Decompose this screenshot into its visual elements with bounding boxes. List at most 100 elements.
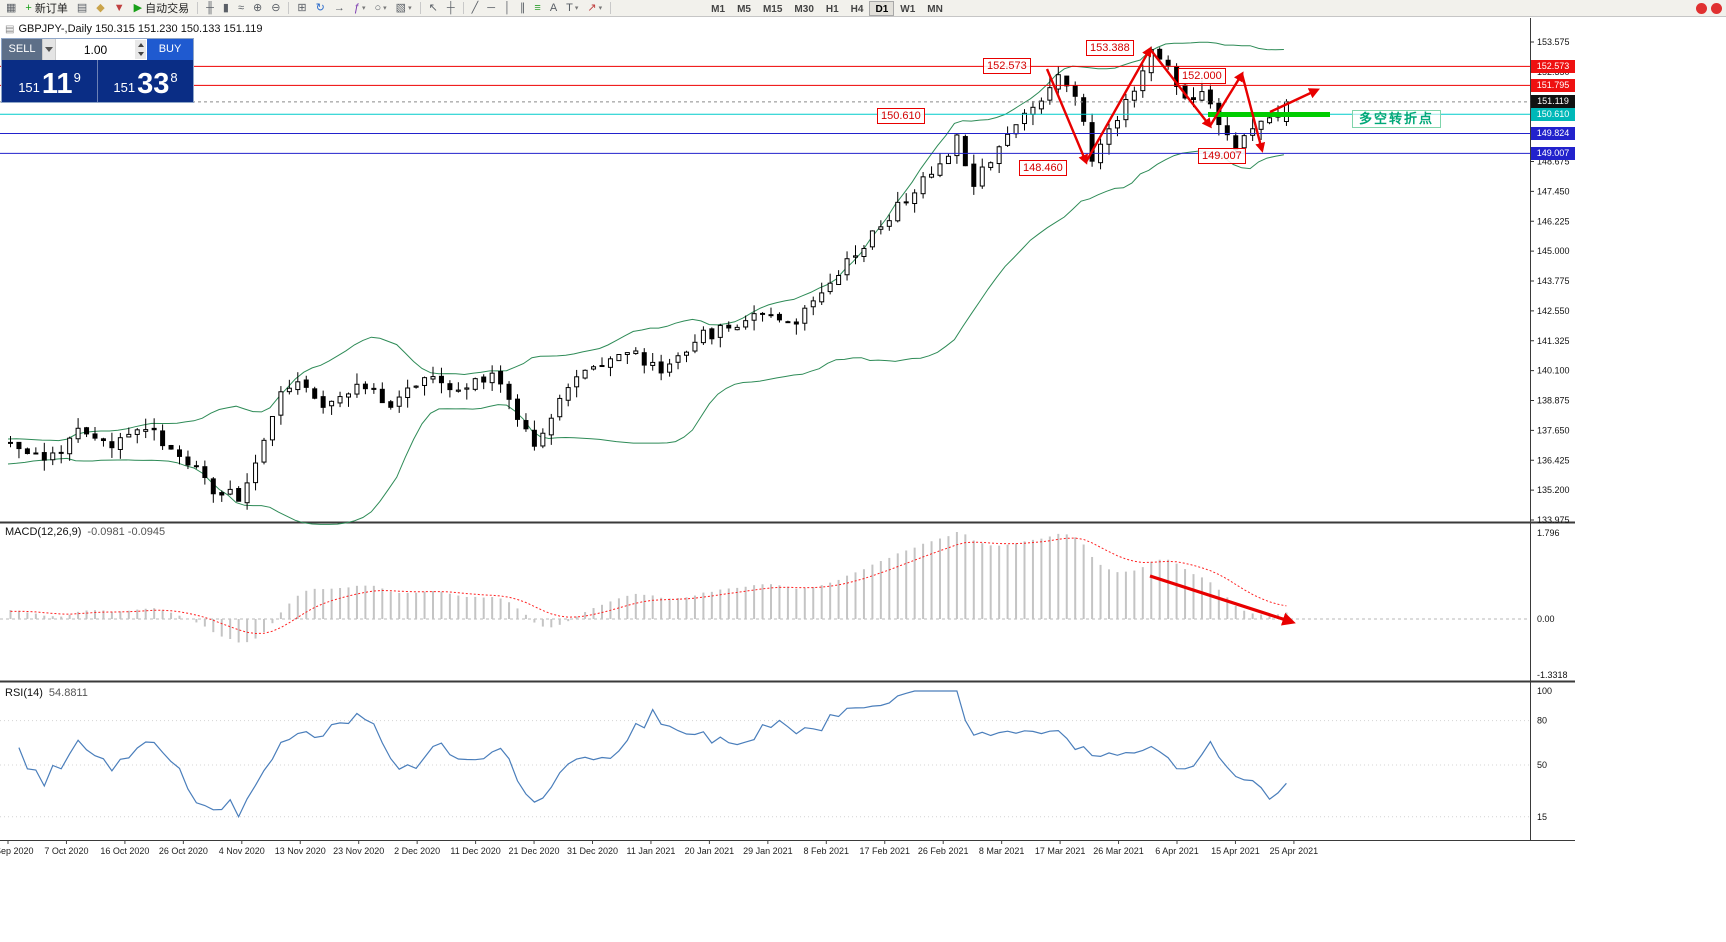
templates-button[interactable]: ▧ ▾: [392, 1, 416, 16]
auto-trading-button[interactable]: ▶ 自动交易: [130, 1, 193, 16]
buy-price[interactable]: 151 33 8: [98, 60, 193, 102]
spin-up-icon: [137, 42, 144, 47]
sell-price-prefix: 151: [18, 80, 40, 95]
axis-price-label: 151.795: [1531, 78, 1575, 92]
svg-text:140.100: 140.100: [1537, 366, 1570, 376]
price-annotation-box[interactable]: 148.460: [1019, 160, 1067, 176]
svg-text:11 Dec 2020: 11 Dec 2020: [450, 846, 500, 856]
timeframe-d1[interactable]: D1: [869, 0, 895, 16]
timeframe-h4[interactable]: H4: [850, 3, 864, 15]
svg-text:1.796: 1.796: [1537, 528, 1560, 538]
timeframe-w1[interactable]: W1: [900, 3, 916, 15]
chart-shift-button[interactable]: →: [330, 1, 349, 16]
connection-status-icon[interactable]: [1711, 2, 1722, 14]
panel-collapse-button[interactable]: [42, 39, 56, 60]
axis-price-label: 150.610: [1531, 107, 1575, 121]
periods-button[interactable]: ○ ▾: [371, 1, 391, 16]
history-center-icon: ◆: [96, 1, 105, 14]
zoom-in-icon: ⊕: [252, 1, 263, 14]
fibonacci-tool-button[interactable]: ≡: [530, 1, 544, 16]
toolbar-separator: [462, 2, 464, 14]
text-tool-button[interactable]: A: [546, 1, 561, 16]
timeframe-m15[interactable]: M15: [762, 3, 783, 15]
macd-name: MACD(12,26,9): [5, 526, 82, 538]
svg-text:26 Mar 2021: 26 Mar 2021: [1093, 846, 1144, 856]
line-chart-type-button[interactable]: ≈: [234, 1, 248, 16]
zoom-out-button[interactable]: ⊖: [267, 1, 284, 16]
crosshair-tool-button[interactable]: ┼: [443, 1, 459, 16]
price-annotation-box[interactable]: 152.573: [983, 58, 1031, 74]
data-window-button[interactable]: ▼: [110, 1, 129, 16]
trade-panel-controls: SELL BUY: [2, 39, 193, 60]
toolbar: ▦ + 新订单 ▤ ◆ ▼ ▶ 自动交易 ╫ ▮ ≈ ⊕ ⊖ ⊞ ↻ → ƒ ▾ ○ ▾ ▧ ▾ ↖ ┼ ╱ ─ │ ∥ ≡ A T ▾ ↗ ▾ M…: [0, 0, 1726, 17]
bar-chart-type-button[interactable]: ╫: [202, 1, 218, 16]
arrow-tool-icon: ↗: [587, 1, 597, 14]
volume-stepper[interactable]: [135, 40, 146, 59]
svg-text:8 Mar 2021: 8 Mar 2021: [979, 846, 1025, 856]
text-label-tool-icon: T: [566, 1, 573, 14]
price-annotation-box[interactable]: 152.000: [1178, 68, 1226, 84]
indicators-icon: ƒ: [353, 1, 360, 14]
svg-text:8 Feb 2021: 8 Feb 2021: [804, 846, 850, 856]
zoom-out-icon: ⊖: [271, 1, 281, 14]
svg-text:-1.3318: -1.3318: [1537, 670, 1568, 680]
chart-canvas[interactable]: 133.975 135.200 136.425 137.650 138.875 140.1…: [0, 18, 1575, 862]
timeframe-h1[interactable]: H1: [825, 3, 839, 15]
timeframe-m30[interactable]: M30: [794, 3, 814, 15]
macd-signal-line: [10, 537, 1287, 635]
timeframe-m1[interactable]: M1: [711, 3, 726, 15]
svg-text:31 Dec 2020: 31 Dec 2020: [567, 846, 618, 856]
pivot-point-label[interactable]: 多空转折点: [1352, 110, 1442, 128]
price-annotation-box[interactable]: 150.610: [877, 108, 925, 124]
svg-text:138.875: 138.875: [1537, 396, 1570, 406]
volume-field: [56, 39, 147, 60]
axis-price-label: 151.119: [1531, 95, 1575, 109]
toolbar-separator: [419, 2, 421, 14]
macd-histogram: [9, 532, 1288, 643]
cursor-tool-button[interactable]: ↖: [425, 1, 442, 16]
breakout-arrow: [1269, 88, 1320, 114]
chart-shift-icon: →: [333, 1, 345, 14]
axis-price-label: 149.824: [1531, 127, 1575, 140]
text-label-tool-button[interactable]: T ▾: [562, 1, 582, 16]
price-annotation-box[interactable]: 153.388: [1086, 40, 1134, 56]
svg-text:29 Jan 2021: 29 Jan 2021: [743, 846, 793, 856]
auto-trading-button-label: 自动交易: [145, 3, 190, 15]
svg-text:147.450: 147.450: [1537, 186, 1570, 196]
svg-text:21 Dec 2020: 21 Dec 2020: [509, 846, 560, 856]
history-center-button[interactable]: ◆: [92, 1, 108, 16]
svg-text:0.00: 0.00: [1537, 614, 1555, 624]
new-order-button[interactable]: + 新订单: [21, 1, 71, 16]
horizontal-line-tool-icon: ─: [487, 1, 496, 14]
arrow-tool-button[interactable]: ↗ ▾: [583, 1, 606, 16]
candlestick-chart-type-button[interactable]: ▮: [219, 1, 233, 16]
timeframe-m5[interactable]: M5: [737, 3, 751, 15]
timeframe-mn[interactable]: MN: [927, 3, 943, 15]
tile-windows-button[interactable]: ⊞: [293, 1, 310, 16]
price-annotation-box[interactable]: 149.007: [1198, 148, 1246, 164]
periods-icon: ○: [374, 1, 382, 14]
svg-text:26 Feb 2021: 26 Feb 2021: [918, 846, 969, 856]
trendline-tool-button[interactable]: ╱: [468, 1, 483, 16]
toolbar-separator: [288, 2, 290, 14]
alert-status-icon[interactable]: [1696, 2, 1707, 14]
one-click-trading-panel: SELL BUY 151 11 9 151 33 8: [1, 38, 194, 103]
volume-input[interactable]: [56, 39, 147, 60]
zoom-in-button[interactable]: ⊕: [249, 1, 266, 16]
market-watch-icon: ▤: [76, 1, 88, 14]
tile-windows-icon: ⊞: [297, 1, 307, 14]
auto-scroll-button[interactable]: ↻: [312, 1, 329, 16]
svg-text:26 Oct 2020: 26 Oct 2020: [159, 846, 208, 856]
crosshair-tool-icon: ┼: [446, 1, 455, 14]
chart-window-button[interactable]: ▦: [2, 1, 20, 16]
sell-price[interactable]: 151 11 9: [2, 60, 98, 102]
market-watch-button[interactable]: ▤: [73, 1, 91, 16]
buy-button[interactable]: BUY: [147, 39, 193, 60]
sell-button[interactable]: SELL: [2, 39, 42, 60]
channel-tool-button[interactable]: ∥: [516, 1, 530, 16]
caret-down-icon: ▾: [383, 5, 387, 12]
line-chart-type-icon: ≈: [237, 1, 244, 14]
vertical-line-tool-button[interactable]: │: [500, 1, 515, 16]
horizontal-line-tool-button[interactable]: ─: [483, 1, 499, 16]
indicators-button[interactable]: ƒ ▾: [350, 1, 370, 16]
